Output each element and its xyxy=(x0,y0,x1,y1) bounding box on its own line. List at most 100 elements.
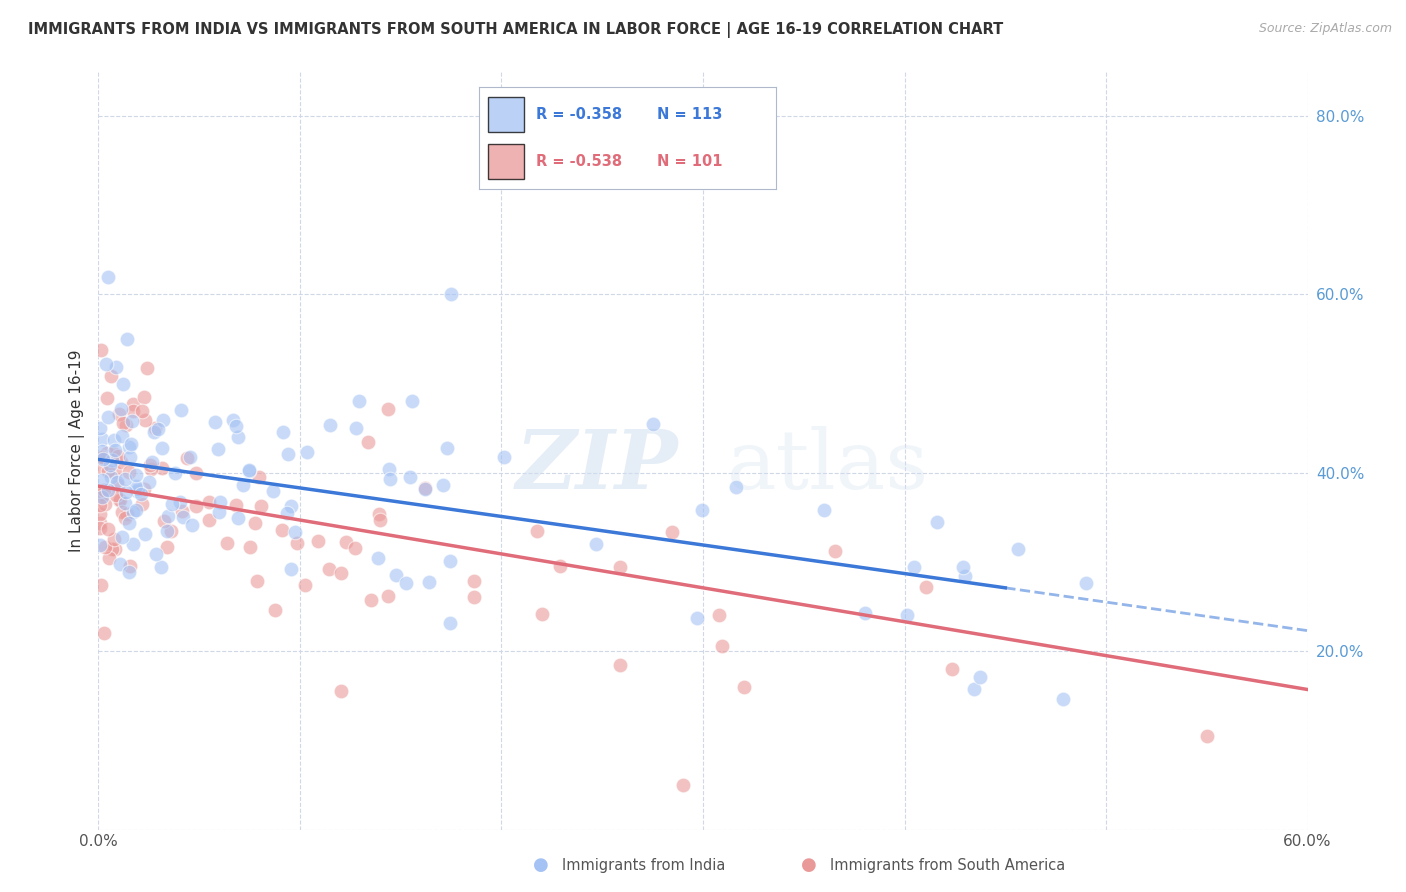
Point xyxy=(118,440,141,454)
Point xyxy=(284,525,307,540)
Point xyxy=(97,269,120,284)
Point xyxy=(222,413,245,427)
Point xyxy=(114,495,136,509)
Point xyxy=(89,516,111,530)
Point xyxy=(115,418,138,433)
Point xyxy=(105,488,128,502)
Point xyxy=(120,450,142,464)
Point xyxy=(122,505,145,519)
Point xyxy=(531,607,554,621)
Point xyxy=(609,658,631,673)
Point xyxy=(271,523,294,537)
Point xyxy=(97,483,120,498)
Point xyxy=(103,433,125,447)
Point xyxy=(439,553,461,567)
Point xyxy=(91,432,114,446)
Point xyxy=(145,547,167,561)
Point xyxy=(136,361,159,376)
Point xyxy=(1195,729,1218,743)
Point xyxy=(125,479,148,493)
Point xyxy=(262,484,284,499)
Point xyxy=(548,558,571,573)
Point xyxy=(280,499,302,513)
Point xyxy=(280,562,302,576)
Point xyxy=(132,482,155,496)
Point xyxy=(172,504,194,518)
Point xyxy=(91,487,114,501)
Point xyxy=(101,542,124,557)
Point xyxy=(118,516,141,531)
Point xyxy=(107,407,129,421)
Point xyxy=(107,449,129,463)
Point xyxy=(101,446,124,460)
Point xyxy=(120,437,142,451)
Point xyxy=(131,497,153,511)
Point xyxy=(952,559,974,574)
Y-axis label: In Labor Force | Age 16-19: In Labor Force | Age 16-19 xyxy=(69,349,84,552)
Point xyxy=(941,662,963,676)
Point xyxy=(107,477,129,491)
Point xyxy=(307,534,329,549)
Point xyxy=(110,505,132,519)
Point xyxy=(118,465,141,479)
Point xyxy=(152,441,174,455)
Point xyxy=(226,510,249,524)
Point xyxy=(111,376,134,391)
Point xyxy=(734,680,756,694)
Point xyxy=(215,536,238,550)
Point xyxy=(357,435,380,450)
Point xyxy=(725,480,748,494)
Point xyxy=(115,484,138,499)
Point xyxy=(285,535,308,549)
Point xyxy=(93,497,115,511)
Point xyxy=(225,419,247,434)
Point xyxy=(118,558,141,573)
Point xyxy=(93,626,115,640)
Point xyxy=(141,462,163,476)
Point xyxy=(463,574,485,589)
Point xyxy=(110,455,132,469)
Point xyxy=(111,417,134,431)
Point xyxy=(585,537,607,551)
Text: Immigrants from South America: Immigrants from South America xyxy=(830,858,1064,872)
Point xyxy=(914,580,936,594)
Point xyxy=(100,369,122,384)
Point xyxy=(264,603,287,617)
Point xyxy=(813,503,835,517)
Point xyxy=(127,482,149,496)
Point xyxy=(204,415,226,429)
Point xyxy=(157,509,180,524)
Point xyxy=(132,390,155,404)
Point xyxy=(343,541,366,555)
Point xyxy=(395,575,418,590)
Point xyxy=(89,538,111,552)
Point xyxy=(347,394,370,409)
Text: atlas: atlas xyxy=(727,425,929,506)
Point xyxy=(319,418,342,433)
Point xyxy=(94,357,117,371)
Point xyxy=(401,394,423,409)
Point xyxy=(295,445,318,459)
Point xyxy=(377,462,399,476)
Point xyxy=(111,530,134,544)
Point xyxy=(526,524,548,538)
Point xyxy=(169,495,191,509)
Point xyxy=(141,455,163,469)
Point xyxy=(225,498,247,512)
Point xyxy=(121,397,143,411)
Point xyxy=(96,391,118,405)
Text: Source: ZipAtlas.com: Source: ZipAtlas.com xyxy=(1258,22,1392,36)
Point xyxy=(115,508,138,522)
Point xyxy=(125,468,148,483)
Point xyxy=(163,467,186,481)
Point xyxy=(100,453,122,467)
Point xyxy=(100,470,122,484)
Point xyxy=(276,506,298,520)
Point xyxy=(118,565,141,579)
Point xyxy=(239,541,262,555)
Point xyxy=(108,493,131,508)
Point xyxy=(969,670,991,684)
Point xyxy=(686,611,709,625)
Point xyxy=(318,562,340,576)
Point xyxy=(90,578,112,592)
